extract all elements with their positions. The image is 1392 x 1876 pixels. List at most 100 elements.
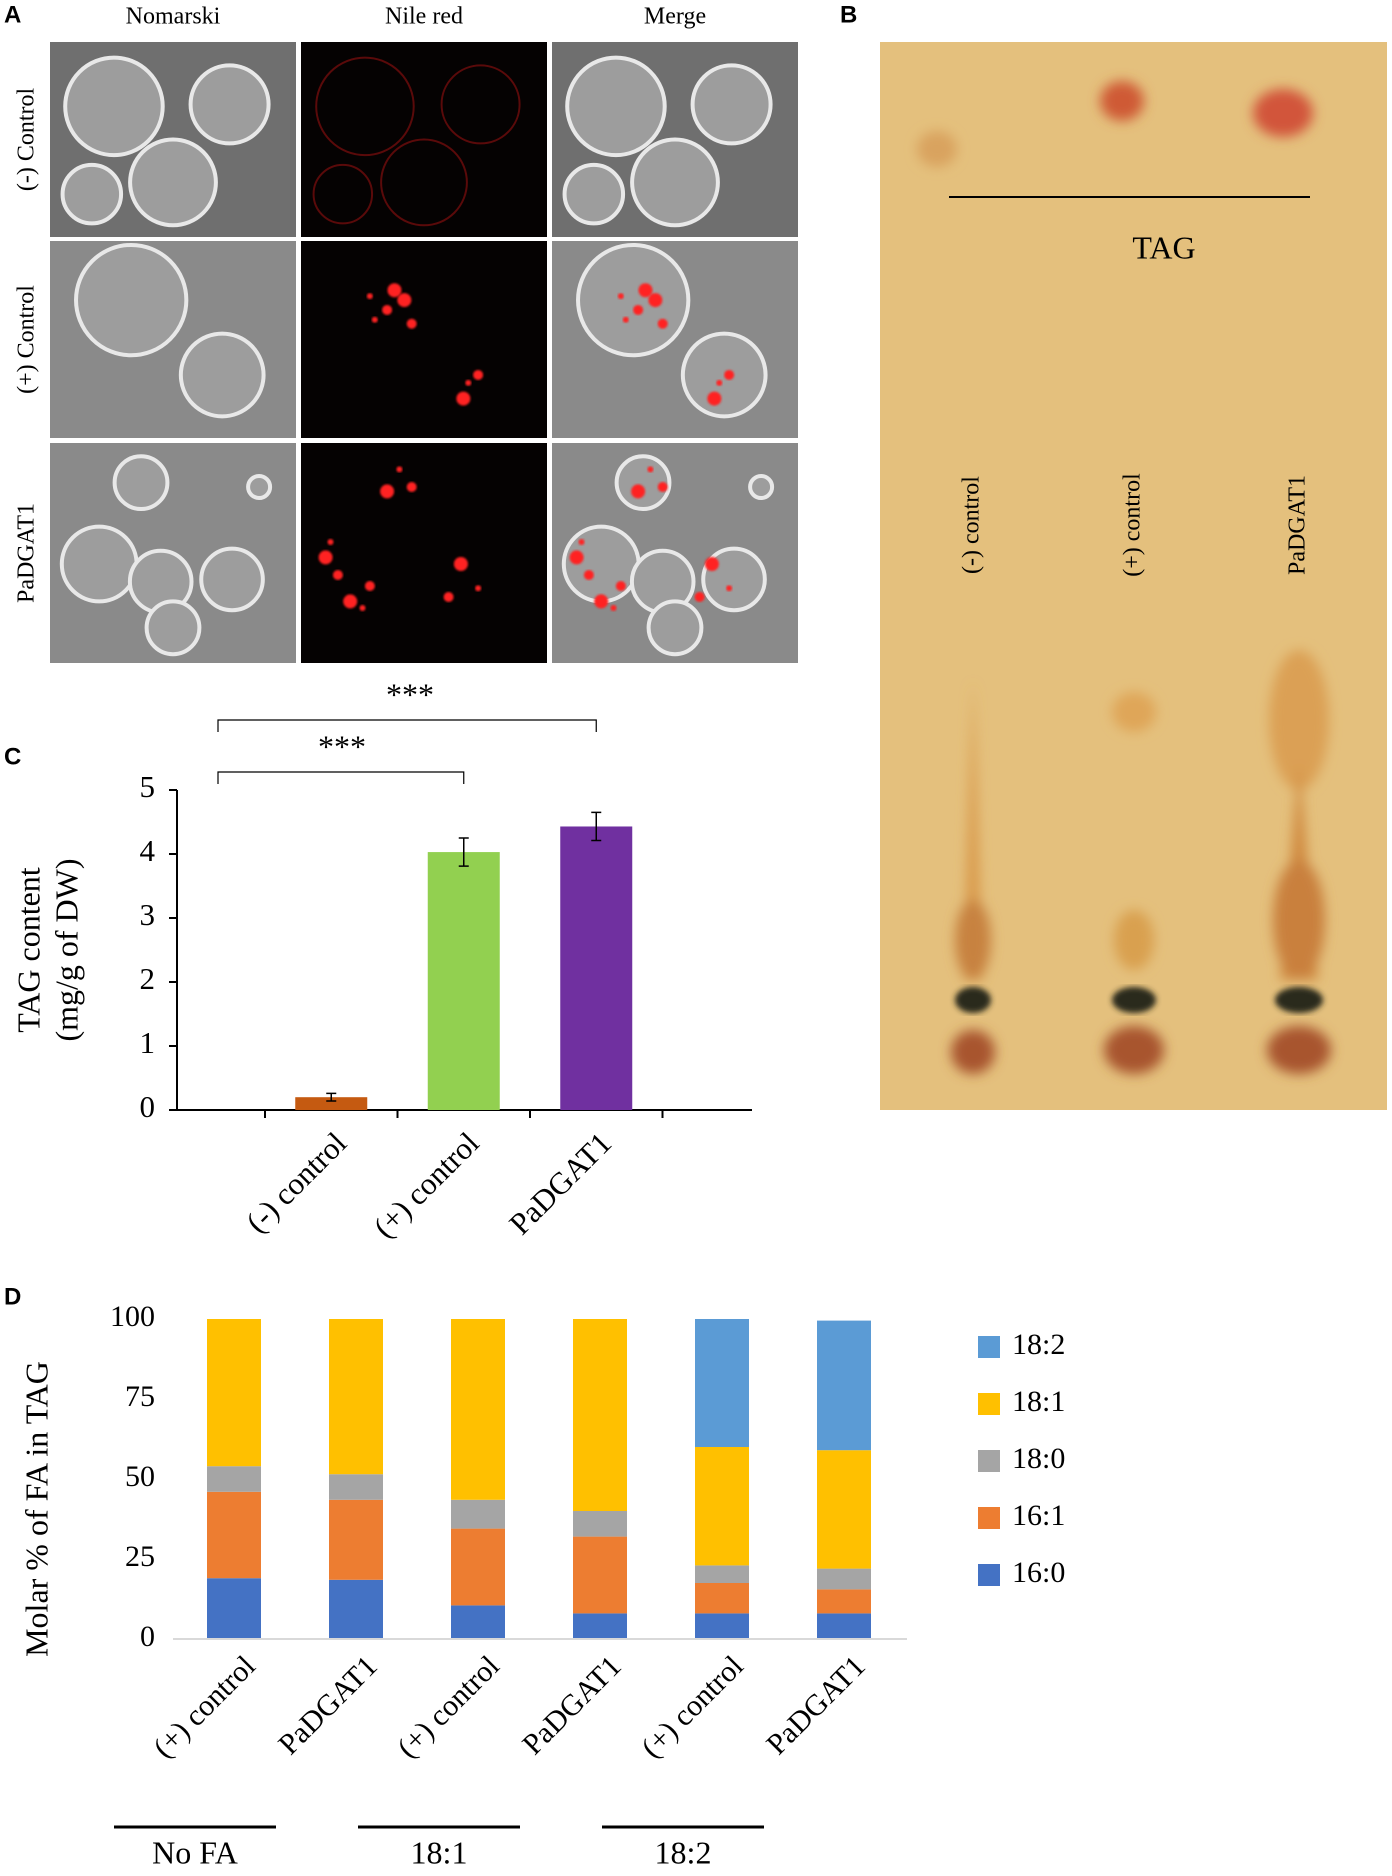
lane-label: (-) control: [959, 476, 985, 574]
legend-swatch: [978, 1336, 1000, 1358]
y-tick-label: 50: [125, 1460, 155, 1493]
lipid-droplet: [318, 550, 333, 565]
x-tick-label: (+) control: [366, 1125, 485, 1244]
legend-label: 16:1: [1012, 1499, 1065, 1532]
bar-segment: [695, 1447, 749, 1566]
cell: [63, 55, 165, 158]
bar-segment: [207, 1491, 261, 1579]
significance-bracket: [217, 771, 465, 784]
bar-segment: [573, 1536, 627, 1614]
y-tick-label: 3: [140, 897, 156, 932]
y-axis-label: Molar % of FA in TAG: [18, 1361, 54, 1657]
lipid-droplet: [726, 585, 733, 592]
lipid-droplet: [364, 581, 375, 591]
bar: [560, 826, 633, 1110]
bar-segment: [817, 1568, 871, 1590]
x-tick-label: PaDGAT1: [516, 1649, 628, 1761]
cell: [74, 242, 189, 358]
micrograph: [301, 241, 547, 438]
bar-segment: [695, 1565, 749, 1583]
bar-segment: [695, 1319, 749, 1447]
legend-label: 18:0: [1012, 1442, 1065, 1475]
cell: [690, 63, 773, 146]
lipid-droplet: [578, 539, 585, 545]
lipid-droplet: [473, 369, 484, 380]
tlc-plate: TAG: [880, 42, 1387, 1110]
cell: [614, 454, 672, 512]
lipid-droplet: [397, 293, 412, 308]
lipid-droplet: [382, 304, 393, 315]
legend-label: 18:2: [1012, 1328, 1065, 1361]
bar-segment: [207, 1319, 261, 1467]
bar-segment: [573, 1319, 627, 1511]
cell: [630, 137, 720, 228]
lipid-droplet: [631, 484, 646, 499]
panel-letter: B: [840, 1, 857, 28]
bar-segment: [573, 1613, 627, 1639]
cell: [246, 474, 273, 500]
cell: [178, 331, 266, 419]
y-axis-label: TAG content: [10, 867, 46, 1033]
row-label: PaDGAT1: [14, 503, 40, 603]
error-bar: [458, 837, 469, 867]
lipid-droplet: [387, 283, 402, 298]
panel-letter: A: [4, 1, 21, 28]
bar-segment: [695, 1613, 749, 1639]
lipid-droplet: [615, 581, 626, 591]
legend-swatch: [978, 1564, 1000, 1586]
spots: [917, 81, 1331, 1074]
cell-outline: [440, 64, 521, 145]
group-label: 18:1: [411, 1834, 468, 1870]
bar: [427, 852, 500, 1110]
cell: [565, 55, 667, 158]
group-label: 18:2: [655, 1834, 712, 1870]
y-tick-label: 4: [140, 833, 156, 868]
legend-label: 16:0: [1012, 1556, 1065, 1589]
dark-spots: [955, 987, 1323, 1013]
x-tick-label: (+) control: [147, 1649, 262, 1764]
cell: [144, 599, 202, 657]
bar-segment: [207, 1578, 261, 1639]
panel-letter: C: [4, 743, 21, 770]
column-label: Nile red: [385, 4, 463, 30]
lipid-droplet: [456, 391, 471, 406]
lipid-droplet: [406, 318, 417, 329]
cell: [60, 162, 124, 226]
lipid-droplet: [332, 570, 343, 580]
bar-segment: [329, 1319, 383, 1475]
lipid-droplet: [569, 550, 584, 565]
lipid-droplet: [704, 557, 719, 571]
x-tick-label: (-) control: [239, 1125, 353, 1239]
bar-segment: [451, 1499, 505, 1529]
cell: [646, 599, 704, 657]
lipid-droplet: [465, 379, 472, 386]
legend-swatch: [978, 1450, 1000, 1472]
bar-segment: [329, 1579, 383, 1639]
lipid-droplet: [443, 592, 454, 602]
legend-swatch: [978, 1507, 1000, 1529]
y-tick-label: 1: [140, 1025, 156, 1060]
bar-segment: [329, 1474, 383, 1500]
y-tick-label: 5: [140, 769, 156, 804]
micrograph: [301, 443, 547, 663]
cell: [748, 474, 775, 500]
bar-segment: [207, 1466, 261, 1492]
lipid-droplet: [610, 605, 617, 611]
y-tick-label: 0: [140, 1089, 156, 1124]
error-bar: [326, 1092, 337, 1102]
lipid-droplet: [617, 293, 624, 300]
lipid-droplet: [475, 585, 482, 592]
lipid-droplet: [343, 594, 358, 609]
y-tick-label: 75: [125, 1380, 155, 1413]
lipid-droplet: [638, 283, 653, 298]
lipid-droplet: [647, 466, 654, 473]
column-label: Merge: [644, 4, 706, 30]
row-label: (-) Control: [14, 88, 40, 192]
lipid-droplet: [453, 557, 468, 571]
lipid-droplet: [359, 605, 366, 611]
lipid-droplet: [716, 379, 723, 386]
y-tick-label: 25: [125, 1540, 155, 1573]
cell: [199, 546, 265, 613]
bar-segment: [817, 1613, 871, 1639]
